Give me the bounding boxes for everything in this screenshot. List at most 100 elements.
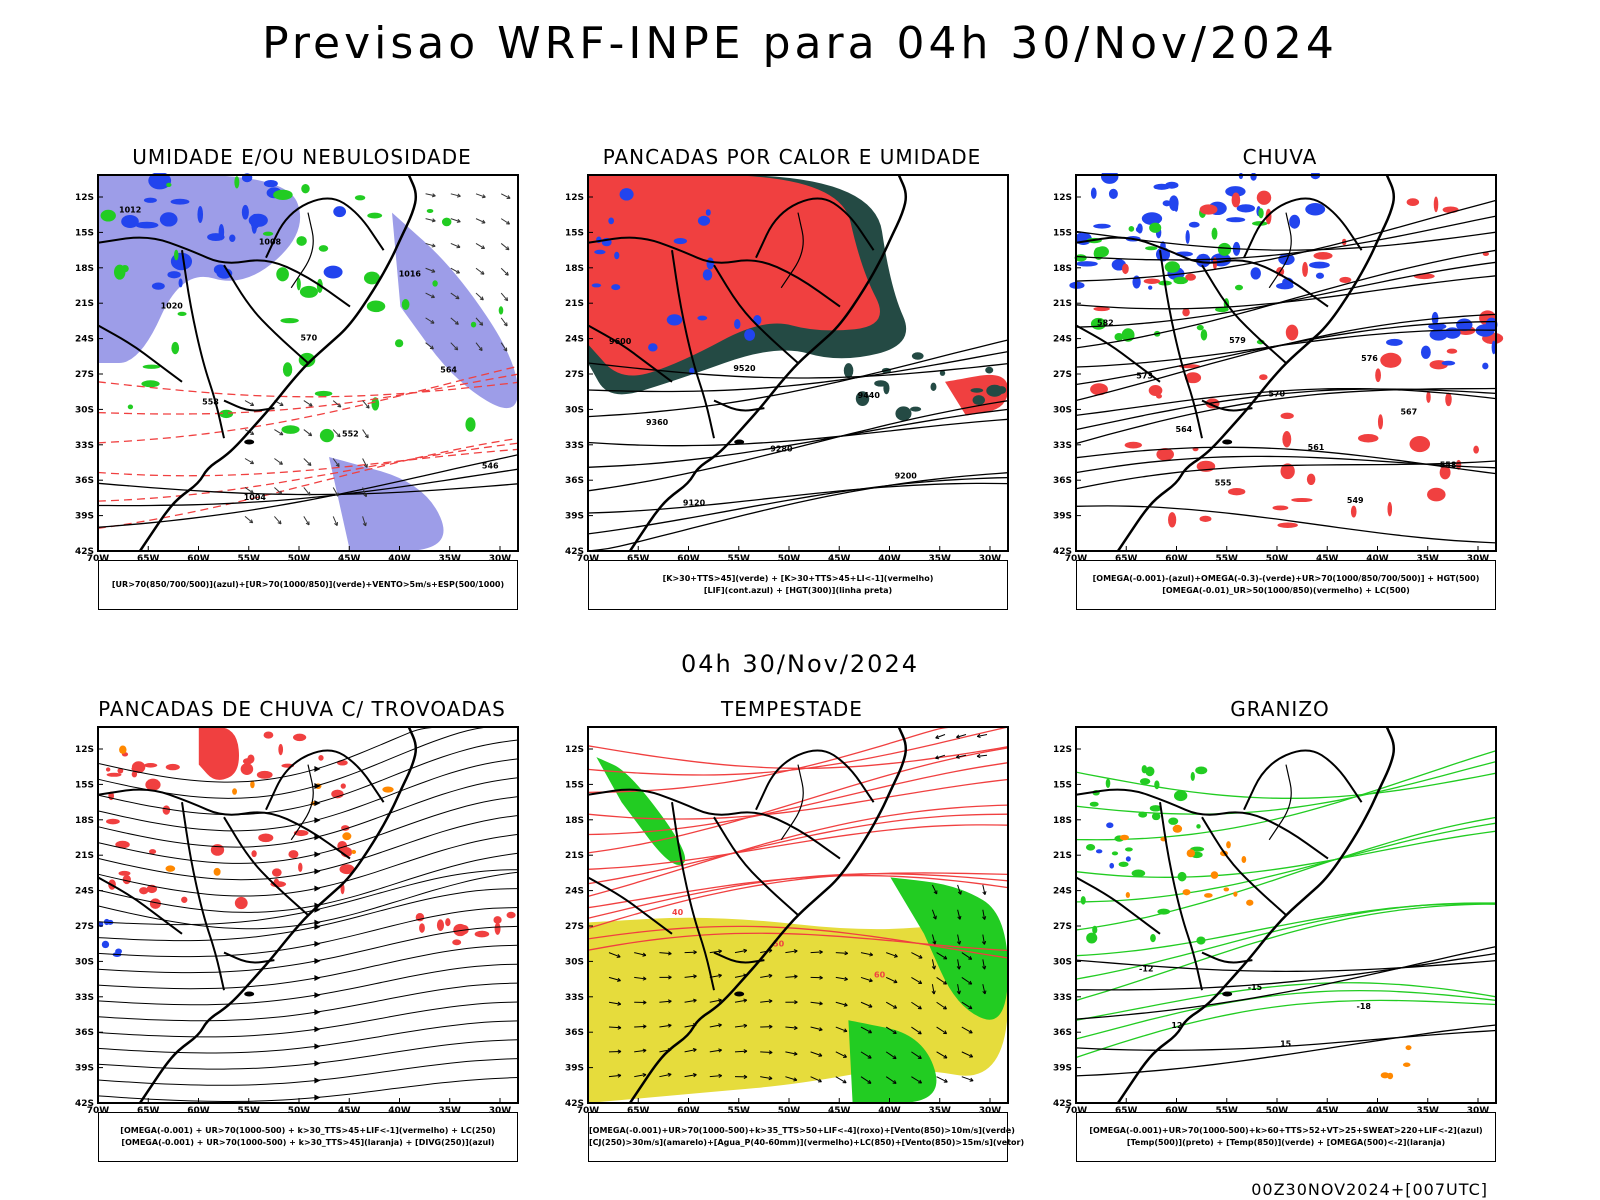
wind-vector [860,1051,872,1059]
field-blob [281,425,300,434]
wind-vector-head [504,297,509,302]
wind-vector-head [617,1025,622,1030]
panel-granizo: GRANIZO -12 -15 -18 12 15 12S 15S 18S 21S 24S 27S 3… [1040,697,1520,1177]
contour-line [1075,945,1497,1020]
field-blob [494,922,501,935]
lat-label: 36S [75,476,94,486]
field-blob [996,386,1007,394]
wind-vector-head [693,974,697,979]
field-blob [1168,512,1177,528]
wind-vector-head [969,1077,974,1082]
wind-vector-head [642,1072,647,1078]
wind-vector [684,999,697,1003]
wind-vector [475,193,486,198]
wind-vector [785,1026,798,1029]
contour-line [98,468,519,507]
field-blob [366,300,386,313]
wind-vector [734,949,747,954]
panel-legend: [K>30+TTS>45](verde) + [K>30+TTS>45+LI<-… [588,560,1008,610]
field-blob [273,189,293,200]
field-blob [256,770,273,779]
lon-label: 45W [338,1106,361,1116]
field-blob [1236,204,1256,213]
lat-label: 12S [75,193,94,203]
field-blob [319,428,335,443]
wind-vector [956,734,967,738]
field-blob [232,788,238,795]
contour-line [587,418,1009,447]
country-border [713,399,765,412]
wind-vector-head [844,976,848,982]
wind-vector [332,458,340,467]
field-blob [441,217,452,227]
contour-line [1075,999,1497,1059]
country-border [265,749,385,811]
wind-vector-head [718,998,722,1003]
lon-label: 35W [929,554,952,564]
contour-line [97,381,519,398]
wind-vector [608,1001,621,1005]
lat-label: 30S [565,957,584,967]
wind-vector [303,400,313,407]
wind-vector-head [642,1000,647,1005]
field-blob [292,733,307,742]
lc250-streamlines [97,726,519,1103]
field-blob [1231,192,1241,208]
wind-vector [425,292,435,298]
contour-line [97,365,519,444]
streamline-arrow [314,800,321,807]
lon-label: 50W [1266,554,1289,564]
country-border [97,788,351,860]
lon-label: 60W [677,554,700,564]
field-blob [1145,246,1158,251]
field-blob [1246,899,1254,906]
state-border [780,212,804,289]
wind-vector-head [976,753,981,759]
contour-label: 546 [482,461,499,470]
wind-vector-head [842,1079,847,1084]
field-blob [1184,372,1202,384]
country-border [181,802,225,991]
wind-vector [957,884,962,895]
wind-vector-head [843,1054,847,1058]
wind-vector-head [843,1002,848,1007]
forecast-time-label: 04h 30/Nov/2024 [680,650,919,678]
field-blob [131,761,146,774]
lat-label: 36S [1053,1028,1072,1038]
country-border [755,197,875,259]
field-blob [970,388,984,393]
wind-vector [244,400,254,406]
legend-line-2: [OMEGA(-0.01)_UR>50(1000/850)(vermelho) … [1162,586,1410,595]
contour-line [587,872,1009,930]
country-border [181,250,225,439]
field-blob [1226,841,1231,849]
streamline-arrow [314,885,321,892]
field-blob [240,763,254,775]
field-blob [1186,849,1196,858]
wind-vector-head [616,953,621,958]
temp850-contours [1075,750,1497,1059]
country-border [223,951,275,964]
contour-label: 552 [342,429,359,438]
field-blob [117,767,124,774]
state-border [780,764,804,841]
field-blob [1433,196,1439,213]
wind-vector-head [843,1028,848,1033]
wind-vector-head [308,402,313,407]
lon-label: 40W [1366,554,1389,564]
lat-label: 42S [75,547,94,557]
streamline [97,888,519,942]
wind-vector [931,934,936,945]
field-blob [106,772,122,777]
field-blob [1154,780,1160,790]
wind-vector [810,951,823,954]
lat-label: 42S [565,547,584,557]
wind-vector [684,1049,697,1053]
wind-vectors [425,193,511,352]
streamline [97,1058,519,1086]
coastline [138,726,418,1104]
country-border [97,324,183,383]
country-border [1201,264,1287,364]
wind-vector-head [982,990,987,995]
field-blob [288,850,299,859]
